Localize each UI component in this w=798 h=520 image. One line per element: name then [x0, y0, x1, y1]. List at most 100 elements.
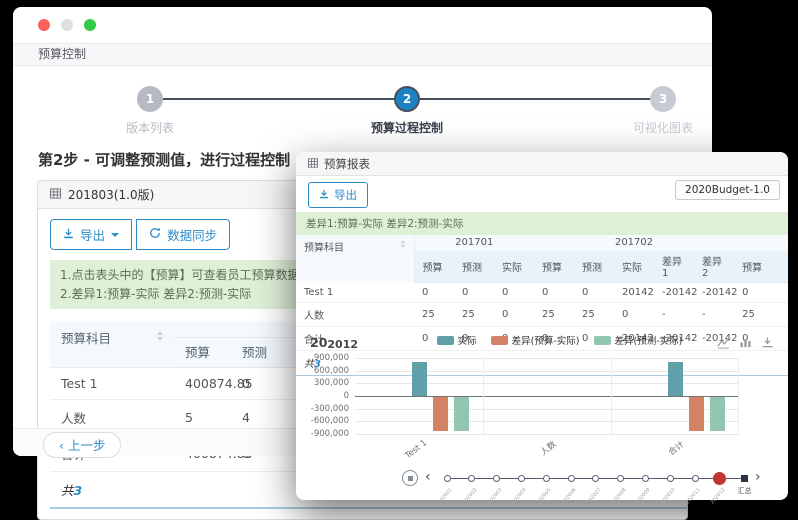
- stepper-step-label: 可视化图表: [632, 121, 694, 135]
- subject-cell: 人数: [296, 302, 414, 327]
- total-count-value: 3: [73, 482, 83, 498]
- chart-title: 202012: [310, 332, 402, 351]
- export-button-label: 导出: [80, 228, 106, 243]
- timeline-point-202009[interactable]: [641, 474, 649, 482]
- timeline-point-202005[interactable]: [542, 474, 550, 482]
- value-cell: 0: [231, 366, 291, 400]
- value-cell: 20142: [614, 326, 655, 351]
- previous-step-button[interactable]: ‹ 上一步: [43, 432, 122, 458]
- legend-label: 差异(预算-实际): [511, 336, 580, 347]
- value-cell: -20142: [654, 282, 697, 303]
- legend-item[interactable]: 实际: [436, 333, 477, 347]
- total-count: 共3: [296, 350, 788, 376]
- value-cell: 25: [414, 302, 454, 327]
- subject-column-header[interactable]: 预算科目: [50, 321, 174, 368]
- table-row: Test 1 0 0 0 0 0 20142 -20142 -20142 0: [296, 282, 788, 303]
- timeline-point-202010[interactable]: [666, 474, 674, 482]
- line-chart-icon[interactable]: [717, 334, 730, 353]
- chart-title-rest: 2012: [327, 338, 359, 351]
- x-axis-category-label: 人数: [538, 439, 559, 458]
- bar-差异(预算-实际)-合计: [689, 397, 704, 432]
- bar-chart-plot-area[interactable]: 900,000 600,000 300,000 0 -300,000 -600,000 -9…: [311, 353, 739, 439]
- timeline-next-arrow[interactable]: ›: [755, 469, 761, 485]
- y-axis-tick-label: -900,000: [310, 429, 349, 439]
- value-cell: -20142: [694, 282, 737, 303]
- timeline-point-202011[interactable]: [691, 474, 699, 482]
- gridline: [355, 421, 739, 423]
- version-panel-title: 201803(1.0版): [68, 188, 155, 202]
- stepper-step-1[interactable]: 1: [137, 86, 163, 112]
- value-cell: 0: [614, 302, 655, 327]
- value-cell: 0: [534, 326, 575, 351]
- category-separator-line: [611, 358, 612, 434]
- gridline: [355, 434, 739, 435]
- stepper-step-3[interactable]: 3: [650, 86, 676, 112]
- report-panel-title: 预算报表: [324, 156, 370, 171]
- value-cell: 0: [494, 282, 535, 303]
- sort-icon: [157, 331, 163, 342]
- bar-chart-icon[interactable]: [739, 334, 752, 353]
- value-column-header: 实际: [614, 251, 655, 283]
- budget-version-select[interactable]: 2020Budget-1.0: [675, 180, 780, 200]
- timeline-point-202008[interactable]: [617, 474, 625, 482]
- value-column-header: 预算: [414, 251, 454, 283]
- value-cell: 0: [534, 282, 575, 303]
- timeline-point-202002[interactable]: [468, 474, 476, 482]
- y-axis-tick-label: -600,000: [310, 416, 349, 427]
- gridline: [355, 370, 739, 372]
- save-image-icon[interactable]: [761, 334, 774, 353]
- refresh-icon: [149, 227, 161, 242]
- legend-swatch: [593, 335, 611, 345]
- minimize-window-button[interactable]: [61, 19, 73, 31]
- value-cell: 0: [414, 282, 454, 303]
- value-column-header: 预算: [174, 337, 231, 368]
- subject-column-header[interactable]: 预算科目: [296, 235, 415, 283]
- value-column-header: 差异2: [694, 251, 735, 283]
- stepper-step-2[interactable]: 2: [394, 86, 420, 112]
- category-separator-line: [483, 358, 484, 434]
- value-column-header: 差异1: [654, 251, 695, 283]
- timeline-point-202006[interactable]: [567, 474, 575, 482]
- y-axis-tick-label: 600,000: [313, 365, 349, 376]
- report-table-header: 预算科目 201701 201702 预算 预测 实际 预算 预测 实际 差异1 差异2 预算: [296, 235, 788, 283]
- value-column-header: 预算: [534, 251, 575, 283]
- legend-item[interactable]: 差异(预测-实际): [593, 333, 683, 347]
- subject-cell: Test 1: [50, 366, 174, 400]
- legend-label: 差异(预测-实际): [614, 336, 683, 347]
- value-cell: -20142: [654, 326, 697, 351]
- timeline-play-pause-button[interactable]: [402, 470, 418, 486]
- gridline: [355, 358, 739, 359]
- sync-button-label: 数据同步: [167, 228, 218, 243]
- export-button[interactable]: 导出: [50, 219, 133, 250]
- chart-legend: 实际 差异(预算-实际) 差异(预测-实际): [402, 332, 717, 347]
- chart-toolbox: [717, 332, 774, 353]
- table-grid-icon: [50, 187, 61, 202]
- page-title: 预算控制: [13, 43, 712, 66]
- subject-cell: 合计: [296, 326, 414, 351]
- report-toolbar: 导出 2020Budget-1.0: [296, 176, 788, 212]
- timeline-point-202003[interactable]: [493, 474, 501, 482]
- window-titlebar: [13, 7, 712, 43]
- bar-实际-Test 1: [411, 361, 427, 396]
- zoom-window-button[interactable]: [84, 19, 96, 31]
- table-row: 人数 25 25 0 25 25 0- -25: [296, 302, 788, 327]
- value-cell: 20142: [614, 282, 655, 303]
- timeline-point-202012[interactable]: [713, 471, 727, 485]
- report-export-button[interactable]: 导出: [308, 182, 368, 208]
- data-sync-button[interactable]: 数据同步: [136, 219, 231, 250]
- value-cell: 0: [454, 282, 494, 303]
- notice-line-2: 2.差异1:预算-实际 差异2:预测-实际: [60, 286, 252, 301]
- legend-item[interactable]: 差异(预算-实际): [490, 333, 580, 347]
- timeline-point-汇总[interactable]: [741, 474, 749, 482]
- timeline-point-202001[interactable]: [443, 474, 451, 482]
- y-axis-tick-label: 900,000: [313, 353, 349, 363]
- timeline-prev-arrow[interactable]: ‹: [425, 469, 431, 485]
- legend-swatch: [436, 335, 454, 345]
- value-cell: 400874.85: [174, 366, 253, 400]
- timeline-point-202004[interactable]: [517, 474, 525, 482]
- gridline: [355, 383, 739, 385]
- timeline-point-label: 汇总: [737, 487, 752, 495]
- timeline-point-202007[interactable]: [592, 474, 600, 482]
- report-notice-bar: 差异1:预算-实际 差异2:预测-实际: [296, 212, 788, 235]
- close-window-button[interactable]: [38, 19, 50, 31]
